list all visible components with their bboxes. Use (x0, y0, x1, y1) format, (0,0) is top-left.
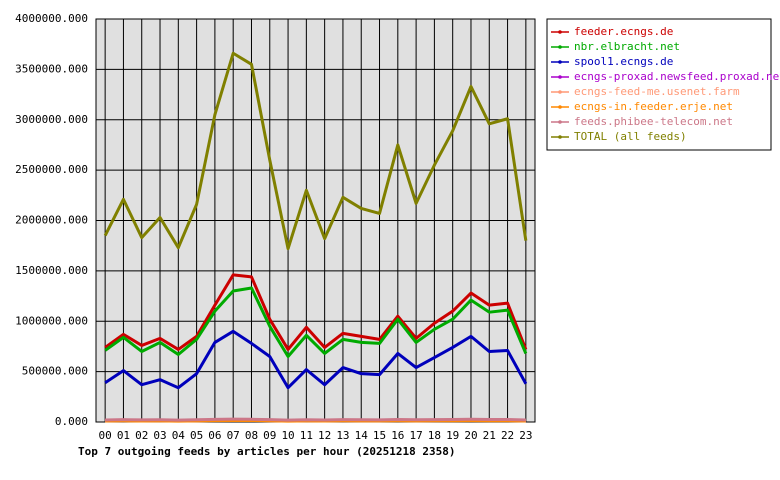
y-tick-label: 3500000.000 (15, 62, 88, 75)
series-line (104, 286, 528, 359)
legend-label: ecngs-feed-me.usenet.farm (574, 85, 740, 98)
legend-label: nbr.elbracht.net (574, 40, 680, 53)
x-tick-label: 10 (281, 429, 294, 442)
x-tick-label: 22 (501, 429, 514, 442)
x-tick-label: 08 (245, 429, 258, 442)
series-line (103, 51, 528, 251)
legend-marker (558, 90, 562, 94)
series-line (104, 273, 528, 351)
x-tick-label: 19 (446, 429, 459, 442)
series-line (104, 329, 528, 390)
legend-marker (558, 75, 562, 79)
y-tick-label: 2500000.000 (15, 163, 88, 176)
x-tick-label: 03 (153, 429, 166, 442)
legend-label: ecngs-proxad.newsfeed.proxad.net (574, 70, 780, 83)
legend-marker (558, 30, 562, 34)
x-tick-label: 14 (355, 429, 369, 442)
legend-label: TOTAL (all feeds) (574, 130, 687, 143)
y-tick-label: 0.000 (55, 415, 88, 428)
y-tick-label: 3000000.000 (15, 113, 88, 126)
x-tick-label: 16 (391, 429, 404, 442)
legend-marker (558, 45, 562, 49)
x-tick-label: 15 (373, 429, 386, 442)
chart-title: Top 7 outgoing feeds by articles per hou… (78, 445, 456, 458)
x-tick-label: 12 (318, 429, 331, 442)
x-tick-label: 04 (172, 429, 186, 442)
x-tick-label: 13 (336, 429, 349, 442)
x-tick-label: 17 (409, 429, 422, 442)
y-tick-label: 1500000.000 (15, 264, 88, 277)
y-tick-label: 2000000.000 (15, 214, 88, 227)
legend-label: ecngs-in.feeder.erje.net (574, 100, 733, 113)
y-tick-label: 4000000.000 (15, 12, 88, 25)
x-tick-label: 06 (208, 429, 221, 442)
legend-label: spool1.ecngs.de (574, 55, 673, 68)
x-tick-label: 23 (519, 429, 532, 442)
y-tick-label: 1000000.000 (15, 314, 88, 327)
x-tick-label: 02 (135, 429, 148, 442)
legend-marker (558, 105, 562, 109)
x-tick-label: 20 (464, 429, 477, 442)
x-tick-label: 00 (99, 429, 112, 442)
x-tick-label: 11 (300, 429, 313, 442)
x-tick-label: 01 (117, 429, 130, 442)
legend-marker (558, 60, 562, 64)
x-tick-label: 05 (190, 429, 203, 442)
series-line (105, 417, 526, 422)
legend-label: feeder.ecngs.de (574, 25, 673, 38)
legend-marker (558, 135, 562, 139)
legend-marker (558, 120, 562, 124)
x-tick-label: 09 (263, 429, 276, 442)
legend-label: feeds.phibee-telecom.net (574, 115, 733, 128)
x-tick-label: 07 (227, 429, 240, 442)
x-tick-label: 21 (483, 429, 496, 442)
legend-box (546, 18, 772, 151)
x-tick-label: 18 (428, 429, 441, 442)
y-tick-label: 500000.000 (22, 365, 88, 378)
